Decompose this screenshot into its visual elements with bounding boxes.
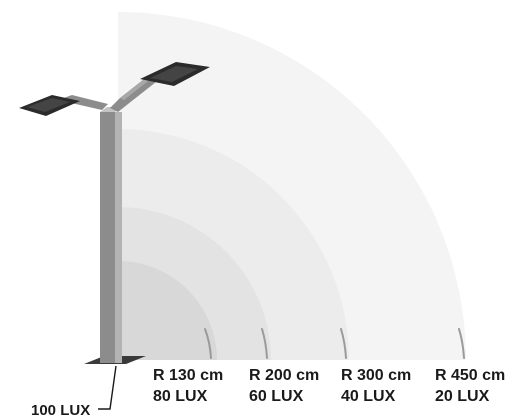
lamp-right-arm: [110, 76, 156, 112]
center-lux-label: 100 LUX: [31, 402, 90, 419]
zone-200cm-lux-label: 60 LUX: [249, 388, 304, 405]
left-led-panel-glass: [27, 98, 70, 112]
zone-450cm-lux-label: 20 LUX: [435, 388, 490, 405]
illuminance-zones: [118, 12, 466, 360]
zone-boundary-ticks: [204, 328, 465, 359]
lamp-pole-front: [100, 112, 115, 363]
tick-450cm: [458, 328, 465, 359]
zone-450cm-radius-label: R 450 cm: [435, 367, 505, 384]
center-lux-callout: 100 LUX: [31, 365, 117, 419]
zone-labels: R 130 cm 80 LUX R 200 cm 60 LUX R 300 cm…: [153, 367, 505, 405]
zone-300cm-lux-label: 40 LUX: [341, 388, 396, 405]
tick-300cm: [340, 328, 347, 359]
zone-130cm-lux-label: 80 LUX: [153, 388, 208, 405]
zone-200cm-radius-label: R 200 cm: [249, 367, 319, 384]
lamp-right-arm-highlight: [120, 76, 152, 100]
lamp-left-arm: [58, 95, 108, 110]
zone-300cm-radius-label: R 300 cm: [341, 367, 411, 384]
center-lux-leader-line: [98, 365, 117, 410]
street-lamp: [19, 62, 210, 364]
tick-130cm: [204, 328, 212, 359]
lamp-pole-side: [115, 112, 122, 363]
zone-130cm-radius-label: R 130 cm: [153, 367, 223, 384]
right-led-panel-glass: [150, 66, 198, 82]
zone-130cm: [118, 261, 217, 360]
tick-200cm: [261, 328, 268, 359]
